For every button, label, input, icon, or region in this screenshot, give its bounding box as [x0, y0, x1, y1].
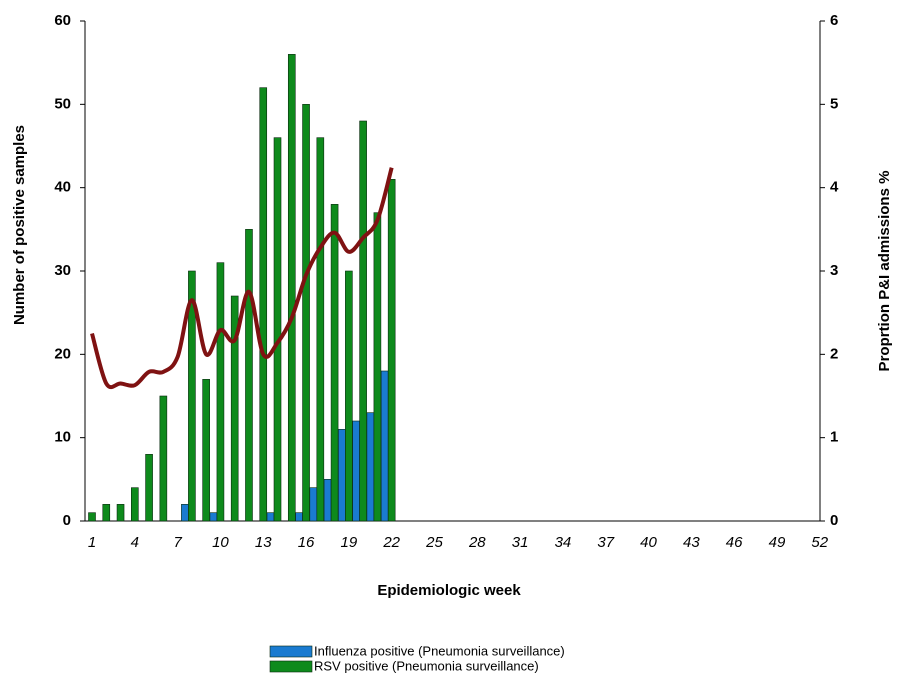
y2-tick-label: 5 — [830, 95, 838, 112]
x-tick-label: 43 — [683, 534, 700, 551]
bar — [188, 270, 196, 522]
y2-tick-label: 3 — [830, 262, 838, 279]
bar — [116, 504, 125, 522]
y-tick-label: 0 — [63, 512, 71, 529]
x-tick-label: 7 — [173, 534, 182, 551]
x-tick-label: 40 — [640, 534, 657, 551]
x-tick-label: 49 — [769, 534, 786, 551]
bar — [202, 379, 210, 522]
bar — [380, 370, 389, 522]
bar — [330, 204, 339, 522]
y2-tick-label: 4 — [830, 179, 839, 196]
bar — [273, 137, 282, 522]
bar — [323, 479, 332, 522]
bar — [259, 87, 268, 522]
y2-axis-title: Proprtion P&I admissions % — [876, 171, 893, 372]
y2-tick-label: 2 — [830, 345, 838, 362]
x-tick-label: 13 — [255, 534, 272, 551]
bar — [266, 512, 275, 522]
y2-tick-label: 1 — [830, 429, 838, 446]
y2-tick-label: 0 — [830, 512, 838, 529]
y-axis-title: Number of positive samples — [11, 125, 28, 325]
bar — [181, 504, 189, 522]
y-tick-label: 10 — [54, 429, 71, 446]
y-tick-label: 60 — [54, 12, 71, 29]
bar — [316, 137, 325, 522]
x-tick-label: 22 — [382, 534, 400, 551]
bar — [230, 295, 239, 522]
bar — [345, 270, 353, 522]
x-tick-label: 1 — [88, 534, 96, 551]
bar — [88, 512, 96, 522]
line — [90, 167, 394, 390]
bar — [295, 512, 303, 522]
x-tick-label: 10 — [212, 534, 229, 551]
legend-label: Influenza positive (Pneumonia surveillan… — [314, 643, 565, 658]
bar — [373, 212, 382, 522]
bar — [338, 429, 346, 522]
y-tick-label: 30 — [54, 262, 71, 279]
y-tick-label: 50 — [54, 95, 71, 112]
y2-tick-label: 6 — [830, 12, 838, 29]
x-tick-label: 37 — [597, 534, 614, 551]
bar — [302, 104, 310, 522]
bar — [309, 487, 318, 522]
x-tick-label: 25 — [425, 534, 443, 551]
x-tick-label: 19 — [341, 534, 358, 551]
bar — [387, 179, 396, 522]
bar — [287, 54, 296, 522]
bar — [352, 420, 360, 522]
x-tick-label: 52 — [811, 534, 828, 551]
bar — [209, 512, 218, 522]
x-tick-label: 46 — [726, 534, 743, 551]
bar — [245, 229, 253, 522]
x-tick-label: 34 — [555, 534, 572, 551]
y-tick-label: 20 — [54, 345, 71, 362]
x-tick-label: 31 — [512, 534, 529, 551]
bar — [359, 120, 367, 522]
x-tick-label: 28 — [468, 534, 486, 551]
legend-label: RSV positive (Pneumonia surveillance) — [314, 658, 539, 673]
legend-swatch — [269, 645, 313, 658]
bar — [131, 487, 139, 522]
bar — [102, 504, 111, 522]
y-tick-label: 40 — [54, 179, 71, 196]
x-tick-label: 16 — [298, 534, 315, 551]
bar — [216, 262, 225, 522]
bar — [159, 395, 168, 522]
bar — [366, 412, 375, 522]
bar — [145, 454, 153, 522]
x-tick-label: 4 — [131, 534, 139, 551]
legend-swatch — [269, 660, 313, 673]
x-axis-title: Epidemiologic week — [377, 582, 521, 599]
